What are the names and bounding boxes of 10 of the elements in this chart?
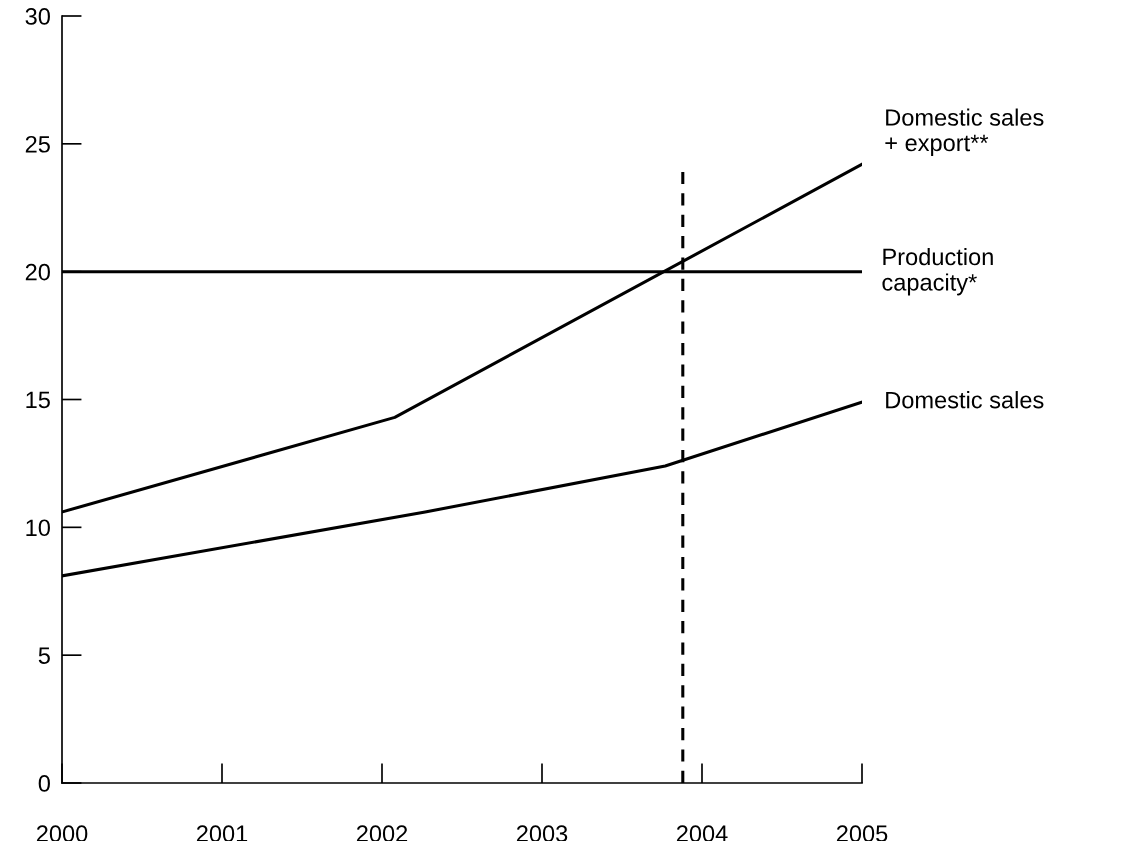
- y-tick-label: 30: [25, 8, 50, 25]
- series-label: Domestic sales + export**: [885, 108, 1044, 156]
- series-label: Domestic sales: [886, 391, 1044, 409]
- y-tick-label: 25: [25, 135, 50, 153]
- y-tick-label: 5: [38, 647, 50, 664]
- y-tick-label: 0: [38, 775, 50, 792]
- y-tick-label: 20: [25, 263, 50, 281]
- y-tick-label: 15: [26, 391, 50, 409]
- y-tick-label: 10: [26, 519, 50, 537]
- ref-line-label: Production capacity*: [882, 247, 993, 296]
